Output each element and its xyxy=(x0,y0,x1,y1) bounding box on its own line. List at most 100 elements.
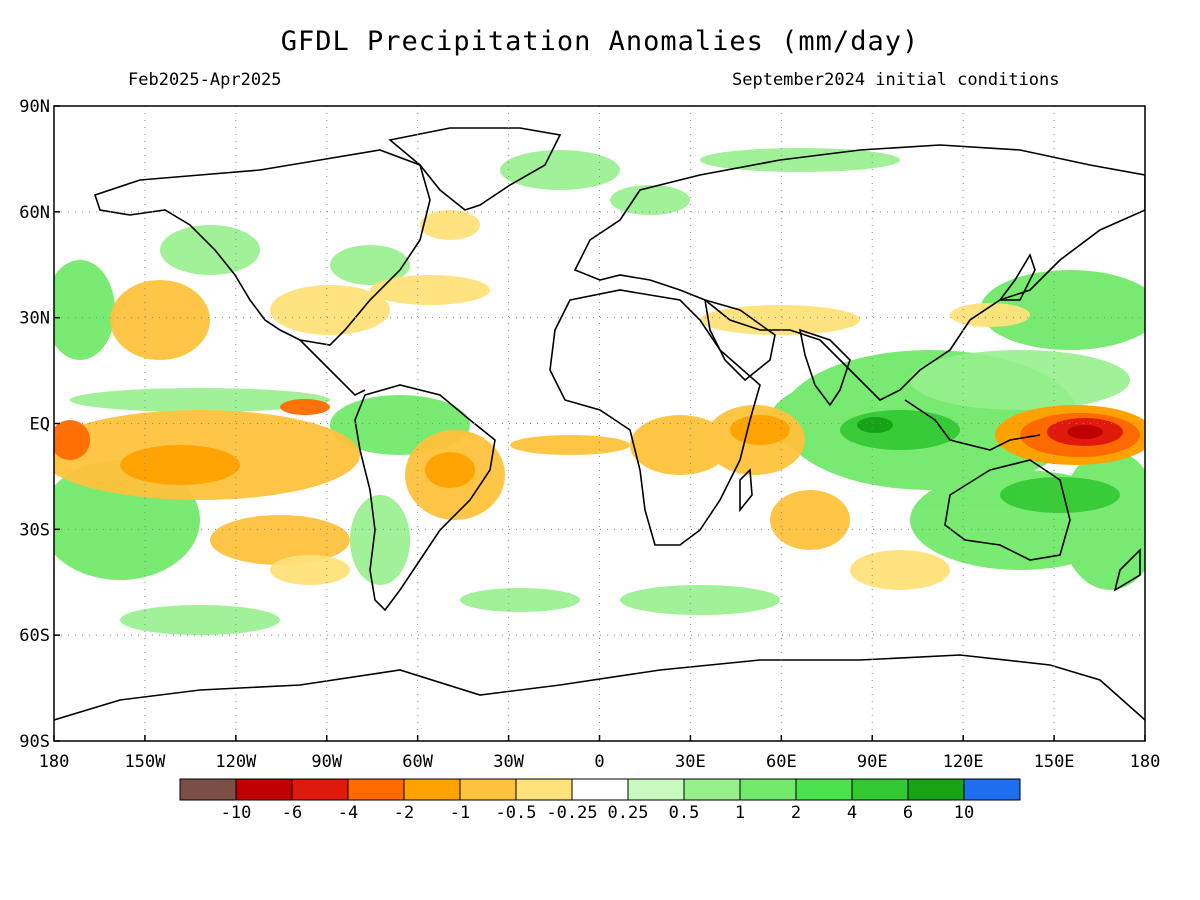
lat-tick-label: 60S xyxy=(19,626,50,646)
lon-tick-label: 150W xyxy=(124,752,166,772)
lon-tick-label: 60W xyxy=(402,752,433,772)
wet-ocean-se xyxy=(620,585,780,615)
dry-core-e-af xyxy=(730,415,790,445)
wet-peak-6 xyxy=(857,417,893,433)
coast-africa xyxy=(549,289,761,546)
colorbar-label: 1 xyxy=(735,803,745,823)
wet-siberia xyxy=(700,148,900,172)
lat-tick-label: 90N xyxy=(19,97,50,117)
coast-arabia xyxy=(704,298,776,382)
dry-middle-east xyxy=(700,305,860,335)
dry-ne-pacific xyxy=(110,280,210,360)
dry-atlantic-eq xyxy=(510,435,630,455)
coast-central-america xyxy=(299,339,366,396)
colorbar-label: -0.5 xyxy=(496,803,537,823)
wet-ne-pacific xyxy=(54,260,115,360)
dry-n-atlantic xyxy=(370,275,490,305)
colorbar-label: 6 xyxy=(903,803,913,823)
lon-tick-label: 60E xyxy=(766,752,797,772)
wet-greenland-n-atl xyxy=(500,150,620,190)
lat-tick-label: 90S xyxy=(19,732,50,752)
colorbar-swatch xyxy=(571,778,629,801)
coast-greenland xyxy=(388,127,562,211)
colorbar-swatch xyxy=(907,778,965,801)
lon-tick-labels: 180 150W 120W 90W 60W 30W 0 30E 60E 90E 120E 150E 18… xyxy=(39,752,1161,772)
lon-tick-label: 30E xyxy=(675,752,706,772)
wet-southern-ocean xyxy=(120,605,280,635)
colorbar-swatch xyxy=(459,778,517,801)
colorbar-label: -1 xyxy=(450,803,470,823)
wet-nw-pacific-2 xyxy=(910,350,1130,410)
colorbar-label: 2 xyxy=(791,803,801,823)
wet-s-america-south xyxy=(350,495,410,585)
axis-ticks xyxy=(53,105,1146,742)
dry-se-pacific xyxy=(210,515,350,565)
lat-tick-labels: 90N 60N 30N EQ 30S 60S 90S xyxy=(19,97,50,752)
period-label: Feb2025-Apr2025 xyxy=(128,70,282,90)
wet-core-aus-n xyxy=(1000,477,1120,513)
colorbar-swatch xyxy=(739,778,797,801)
dry-central-africa xyxy=(630,415,730,475)
coast-japan xyxy=(998,253,1036,301)
lat-tick-label: 30N xyxy=(19,309,50,329)
colorbar-swatch xyxy=(403,778,461,801)
colorbar-label: -2 xyxy=(394,803,414,823)
coast-south-america xyxy=(354,384,496,612)
dry-eq-pac-east xyxy=(280,399,330,415)
lon-tick-label: 90E xyxy=(857,752,888,772)
dry-se-usa xyxy=(270,285,390,335)
dry-newfoundland xyxy=(420,210,480,240)
colorbar-swatch xyxy=(179,778,237,801)
lon-tick-label: 150E xyxy=(1034,752,1075,772)
lon-tick-label: 120W xyxy=(215,752,257,772)
colorbar-label: 10 xyxy=(954,803,974,823)
dry-s-indian xyxy=(770,490,850,550)
lat-tick-label: 60N xyxy=(19,203,50,223)
graticule xyxy=(54,106,1145,741)
lon-tick-label: 30W xyxy=(493,752,524,772)
coast-eurasia xyxy=(573,144,1145,401)
colorbar-label: -4 xyxy=(338,803,358,823)
lat-tick-label: EQ xyxy=(30,415,50,435)
dry-core-c-pac xyxy=(120,445,240,485)
lon-tick-label: 0 xyxy=(594,752,604,772)
colorbar: -10 -6 -4 -2 -1 -0.5 -0.25 0.25 0.5 1 2 4 6 10 xyxy=(179,778,1021,823)
dry-s-indian-2 xyxy=(850,550,950,590)
lat-tick-label: 30S xyxy=(19,520,50,540)
colorbar-label: -10 xyxy=(221,803,252,823)
coast-australia xyxy=(944,459,1071,561)
wet-nw-america xyxy=(160,225,260,275)
dry-core-brazil xyxy=(425,452,475,488)
wet-s-atlantic xyxy=(460,588,580,612)
colorbar-swatch xyxy=(963,778,1021,801)
lon-tick-label: 90W xyxy=(311,752,342,772)
coast-india xyxy=(798,328,851,407)
colorbar-swatch xyxy=(291,778,349,801)
colorbar-swatch xyxy=(627,778,685,801)
init-label: September2024 initial conditions xyxy=(732,70,1060,90)
wet-pac-equator-n xyxy=(70,388,330,412)
lon-tick-label: 180 xyxy=(39,752,70,772)
colorbar-swatch xyxy=(515,778,573,801)
colorbar-swatch xyxy=(235,778,293,801)
wet-nw-pacific xyxy=(980,270,1145,350)
coast-madagascar xyxy=(739,468,753,513)
colorbar-swatch xyxy=(795,778,853,801)
colorbar-swatch xyxy=(851,778,909,801)
colorbar-label: -0.25 xyxy=(546,803,597,823)
map-title: GFDL Precipitation Anomalies (mm/day) xyxy=(280,26,920,57)
coast-indonesia xyxy=(904,399,1041,451)
dry-s-pacific-band xyxy=(270,555,350,585)
colorbar-label: 0.25 xyxy=(608,803,649,823)
wet-scandinavia xyxy=(610,185,690,215)
colorbar-swatch xyxy=(347,778,405,801)
coast-antarctica xyxy=(54,654,1145,721)
anomaly-field xyxy=(54,148,1145,635)
dry-wpac-4 xyxy=(1067,425,1103,439)
wet-great-lakes xyxy=(330,245,410,285)
coast-north-america xyxy=(93,149,431,346)
lon-tick-label: 180 xyxy=(1130,752,1161,772)
colorbar-label: 0.5 xyxy=(669,803,700,823)
coastlines xyxy=(54,127,1145,721)
